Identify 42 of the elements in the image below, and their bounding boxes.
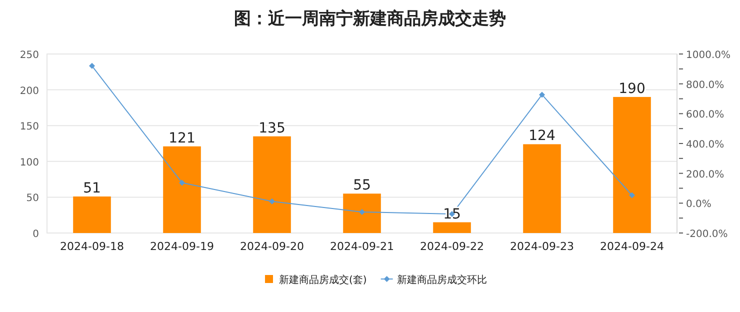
y2-tick-label: 0.0% xyxy=(686,199,712,210)
point xyxy=(89,62,95,69)
y-tick-label: 100 xyxy=(20,157,39,168)
bar xyxy=(163,146,201,233)
x-tick-label: 2024-09-22 xyxy=(420,240,484,253)
y-tick-label: 150 xyxy=(20,122,39,133)
point xyxy=(629,192,635,198)
data-label: 51 xyxy=(83,180,101,196)
bar xyxy=(523,144,561,233)
x-tick-label: 2024-09-19 xyxy=(150,240,214,253)
x-tick-label: 2024-09-23 xyxy=(510,240,574,253)
point xyxy=(539,92,545,98)
data-label: 55 xyxy=(353,178,371,194)
data-label: 135 xyxy=(258,120,286,136)
data-label: 121 xyxy=(168,130,196,146)
bar xyxy=(253,136,291,233)
data-label: 124 xyxy=(528,128,556,144)
point xyxy=(179,180,185,186)
y-tick-label: 0 xyxy=(32,229,39,240)
y-tick-label: 250 xyxy=(20,50,39,61)
y-tick-label: 50 xyxy=(26,193,39,204)
point xyxy=(269,198,275,204)
legend-label: 新建商品房成交环比 xyxy=(396,274,487,286)
y2-tick-label: 1000.0% xyxy=(686,50,730,61)
y-tick-label: 200 xyxy=(20,86,39,97)
data-label: 190 xyxy=(618,80,646,97)
point xyxy=(359,208,365,215)
x-tick-label: 2024-09-24 xyxy=(600,240,664,253)
y2-tick-label: 800.0% xyxy=(686,80,724,91)
chart-title: 图：近一周南宁新建商品房成交走势 xyxy=(234,9,506,29)
bar xyxy=(343,194,381,233)
x-tick-label: 2024-09-20 xyxy=(240,240,304,253)
x-tick-label: 2024-09-18 xyxy=(60,240,124,253)
x-tick-label: 2024-09-21 xyxy=(330,240,394,253)
y2-tick-label: 400.0% xyxy=(686,140,724,150)
y2-tick-label: -200.0% xyxy=(686,229,728,240)
bar xyxy=(613,96,651,233)
bar xyxy=(433,222,471,233)
bar xyxy=(73,196,111,233)
y2-tick-label: 600.0% xyxy=(686,110,724,121)
y2-tick-label: 200.0% xyxy=(686,169,724,180)
legend-label: 新建商品房成交(套) xyxy=(279,274,367,286)
